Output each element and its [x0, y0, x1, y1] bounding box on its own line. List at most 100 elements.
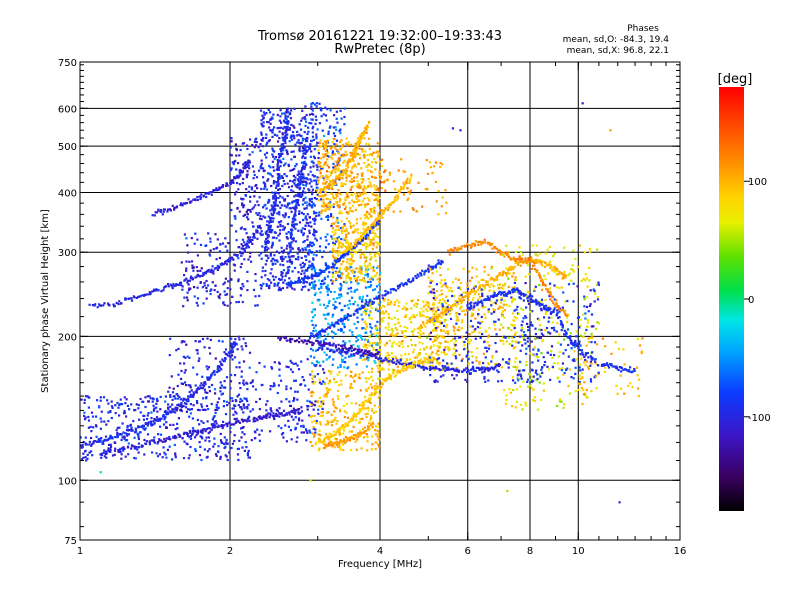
data-point — [534, 337, 537, 340]
data-point — [273, 384, 276, 387]
data-point — [290, 134, 293, 137]
data-point — [190, 275, 193, 278]
data-point — [514, 331, 517, 335]
data-point — [562, 352, 565, 355]
data-point — [502, 303, 505, 306]
data-point — [150, 411, 153, 414]
data-point — [213, 373, 216, 376]
data-point — [305, 218, 308, 221]
data-point — [291, 168, 294, 171]
data-point — [375, 246, 378, 249]
data-point — [189, 437, 192, 440]
data-point — [206, 391, 209, 394]
data-point — [477, 293, 481, 296]
data-point — [505, 274, 509, 277]
data-point — [278, 187, 281, 191]
data-point — [566, 320, 569, 324]
data-point — [190, 260, 194, 263]
data-point — [218, 250, 221, 253]
data-point — [276, 414, 279, 417]
data-point — [339, 441, 342, 444]
data-point — [488, 327, 491, 330]
data-point — [378, 438, 381, 441]
data-point — [271, 243, 274, 246]
data-point — [139, 431, 142, 434]
data-point — [445, 353, 448, 356]
data-point — [466, 286, 469, 289]
data-point — [367, 359, 370, 362]
data-point — [308, 182, 311, 185]
data-point — [325, 119, 328, 122]
data-point — [335, 267, 338, 270]
data-point — [331, 249, 334, 253]
data-point — [252, 206, 255, 209]
data-point — [308, 400, 312, 403]
data-point — [267, 247, 270, 250]
data-point — [332, 420, 335, 423]
data-point — [384, 344, 387, 347]
data-point — [225, 442, 228, 445]
data-point — [376, 198, 379, 201]
data-point — [105, 456, 108, 459]
data-point — [247, 403, 250, 406]
data-point — [179, 408, 183, 411]
data-point — [425, 353, 428, 356]
data-point — [174, 452, 177, 455]
data-point — [324, 209, 327, 212]
data-point — [323, 208, 327, 211]
data-point — [322, 446, 326, 450]
data-point — [304, 248, 307, 251]
data-point — [305, 207, 308, 210]
data-point — [563, 371, 566, 375]
data-point — [419, 313, 422, 316]
data-point — [369, 383, 372, 386]
data-point — [347, 212, 350, 215]
data-point — [520, 329, 523, 332]
data-point — [318, 122, 321, 125]
data-point — [293, 126, 296, 129]
data-point — [398, 341, 401, 344]
data-point — [270, 281, 273, 284]
data-point — [434, 161, 438, 164]
data-point — [86, 453, 89, 456]
data-point — [378, 254, 381, 257]
data-point — [263, 169, 266, 172]
data-point — [167, 406, 170, 409]
data-point — [326, 170, 329, 173]
data-point — [395, 357, 398, 360]
data-point — [342, 251, 345, 254]
data-point — [400, 354, 403, 357]
data-point — [341, 243, 344, 246]
data-point — [258, 408, 261, 411]
data-point — [484, 380, 487, 383]
data-point — [324, 262, 327, 265]
data-point — [249, 381, 252, 385]
data-point — [578, 363, 582, 366]
data-point — [326, 154, 329, 157]
data-point — [590, 332, 593, 336]
data-point — [368, 344, 371, 347]
data-point — [474, 317, 477, 320]
data-point — [444, 340, 447, 343]
data-point — [169, 423, 172, 426]
data-point — [219, 457, 222, 460]
data-point — [193, 286, 196, 289]
data-point — [171, 398, 174, 401]
data-point — [300, 272, 303, 275]
data-point — [588, 279, 591, 282]
data-point — [204, 381, 207, 384]
data-point — [341, 173, 344, 176]
data-point — [302, 232, 305, 235]
data-point — [333, 114, 336, 117]
data-point — [445, 326, 448, 329]
data-point — [416, 327, 419, 330]
data-point — [294, 412, 297, 415]
data-point — [334, 126, 337, 129]
data-point — [147, 412, 150, 415]
data-point — [524, 401, 527, 404]
data-point — [287, 163, 290, 166]
data-point — [389, 303, 392, 306]
data-point — [304, 255, 308, 258]
data-point — [282, 269, 286, 272]
data-point — [349, 375, 352, 378]
